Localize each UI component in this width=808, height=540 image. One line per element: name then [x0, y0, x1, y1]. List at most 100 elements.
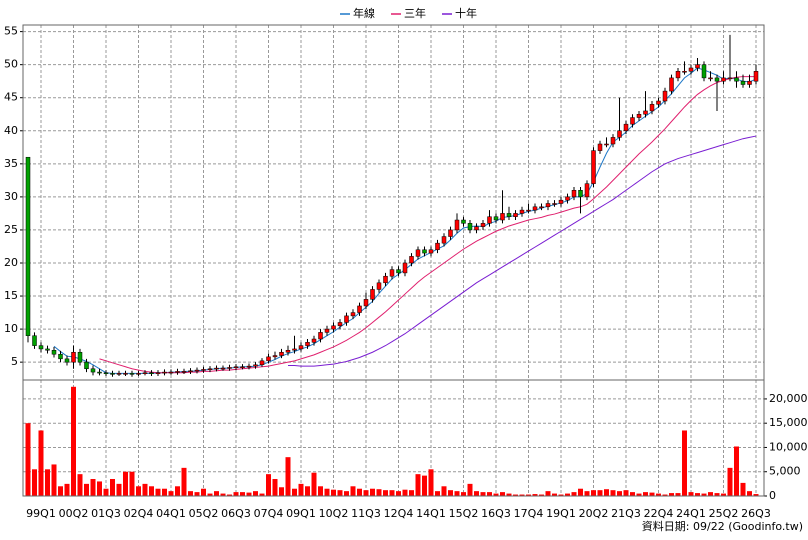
candle-body	[630, 117, 635, 125]
volume-bar	[45, 469, 50, 496]
volume-bar	[480, 492, 486, 496]
candle-body	[344, 315, 349, 323]
candle-body	[383, 275, 388, 284]
candle-body	[201, 369, 206, 371]
candle-body	[64, 358, 70, 363]
volume-bar	[298, 483, 304, 496]
candle-body	[617, 130, 622, 138]
volume-bar	[578, 488, 583, 496]
volume-bar	[526, 494, 531, 496]
volume-bar	[292, 488, 297, 496]
volume-bar	[194, 492, 200, 496]
candle-body	[435, 242, 440, 251]
candle-body	[110, 373, 115, 375]
candle-body	[480, 223, 486, 227]
volume-bar	[142, 483, 148, 496]
legend-label: 三年	[404, 6, 426, 20]
volume-bar	[701, 493, 707, 496]
y2-tick-label: 10,000	[769, 440, 808, 453]
volume-bar	[38, 430, 44, 496]
volume-bar	[721, 493, 726, 496]
candle-body	[558, 199, 564, 204]
volume-bar	[383, 490, 388, 496]
volume-bar	[318, 486, 323, 496]
volume-bar	[409, 490, 414, 496]
candle-body	[448, 229, 453, 237]
volume-bar	[246, 492, 252, 496]
legend-label: 十年	[455, 6, 477, 20]
y-tick-label: 35	[4, 157, 18, 170]
volume-bar	[636, 493, 642, 496]
candle-body	[623, 123, 629, 132]
y2-tick-label: 20,000	[769, 392, 808, 405]
candle-body	[519, 209, 525, 214]
x-tick-label: 00Q2	[59, 507, 89, 520]
volume-bar	[350, 486, 356, 496]
volume-bar	[84, 483, 89, 496]
candle-body	[253, 364, 258, 367]
candle-body	[695, 64, 700, 69]
candle-body	[324, 328, 330, 333]
candle-body	[532, 206, 538, 211]
volume-bar	[682, 430, 687, 496]
candle-body	[51, 350, 57, 355]
candle-body	[675, 71, 681, 79]
x-tick-label: 07Q4	[254, 507, 284, 520]
candle-body	[350, 312, 356, 317]
volume-bar	[71, 386, 76, 496]
volume-bar	[584, 491, 590, 496]
candle-body	[370, 289, 375, 300]
candle-body	[571, 190, 577, 198]
candle-body	[721, 77, 726, 82]
y-tick-label: 5	[11, 355, 18, 368]
candle-body	[415, 249, 421, 257]
candle-body	[90, 368, 96, 373]
volume-bar	[617, 491, 622, 496]
candle-body	[409, 256, 414, 264]
volume-bar	[532, 494, 538, 496]
volume-bar	[129, 471, 135, 496]
candle-body	[240, 366, 245, 369]
volume-bar	[402, 489, 408, 496]
candle-body	[32, 335, 37, 346]
volume-bar	[305, 486, 310, 496]
candle-body	[207, 368, 213, 371]
volume-bar	[32, 469, 37, 496]
candle-body	[643, 110, 648, 115]
ma-line	[99, 76, 756, 374]
candle-body	[331, 325, 336, 330]
candle-body	[305, 342, 310, 346]
x-tick-label: 25Q2	[709, 507, 739, 520]
candle-body	[58, 353, 63, 360]
volume-bar	[656, 493, 661, 496]
volume-bar	[227, 494, 232, 496]
x-tick-label: 99Q1	[26, 507, 56, 520]
volume-bar	[571, 492, 577, 496]
volume-bar	[708, 492, 713, 496]
candle-body	[578, 190, 583, 198]
volume-bar	[376, 489, 382, 496]
volume-bar	[253, 491, 258, 496]
candle-body	[565, 196, 570, 201]
candle-body	[662, 90, 668, 102]
volume-bar	[435, 491, 440, 496]
volume-bar	[136, 486, 141, 496]
volume-bar	[344, 491, 349, 496]
x-tick-label: 24Q1	[676, 507, 706, 520]
candle-body	[734, 77, 739, 82]
candle-body	[227, 367, 232, 369]
volume-bar	[272, 479, 278, 496]
volume-bar	[279, 487, 284, 496]
x-tick-label: 17Q4	[514, 507, 544, 520]
volume-bar	[214, 491, 219, 496]
x-tick-label: 20Q2	[579, 507, 609, 520]
footer: 資料日期: 09/22 (Goodinfo.tw)	[642, 519, 803, 533]
candle-body	[181, 371, 187, 373]
y-tick-label: 30	[4, 190, 18, 203]
candle-body	[116, 373, 122, 375]
volume-bar	[188, 491, 193, 496]
y-tick-label: 45	[4, 91, 18, 104]
volume-bar	[168, 491, 174, 496]
candle-body	[318, 332, 323, 340]
